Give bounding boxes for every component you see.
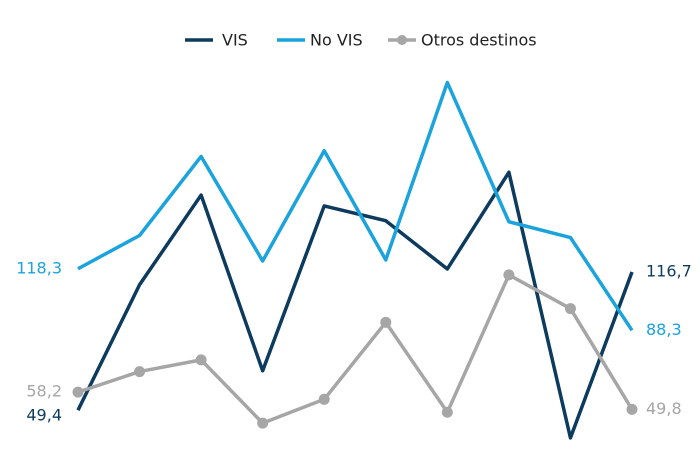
data-label: 88,3	[646, 320, 682, 339]
point-marker	[626, 403, 638, 415]
series-line	[76, 170, 634, 440]
legend-label: Otros destinos	[421, 31, 537, 50]
point-marker	[503, 269, 515, 281]
legend-label: VIS	[222, 31, 248, 50]
data-label: 49,8	[646, 399, 682, 418]
data-label: 118,3	[16, 258, 62, 277]
point-marker	[134, 366, 146, 378]
point-marker	[195, 354, 207, 366]
point-marker	[72, 386, 84, 398]
series-line	[77, 80, 634, 332]
legend-label: No VIS	[310, 31, 363, 50]
point-marker	[441, 406, 453, 418]
point-marker	[318, 393, 330, 405]
legend-marker	[397, 35, 407, 45]
point-marker	[257, 417, 269, 429]
point-marker	[564, 303, 576, 315]
data-label: 116,7	[646, 262, 692, 281]
series-line	[77, 273, 634, 425]
data-label: 58,2	[26, 382, 62, 401]
point-marker	[380, 316, 392, 328]
data-label: 49,4	[26, 406, 62, 425]
